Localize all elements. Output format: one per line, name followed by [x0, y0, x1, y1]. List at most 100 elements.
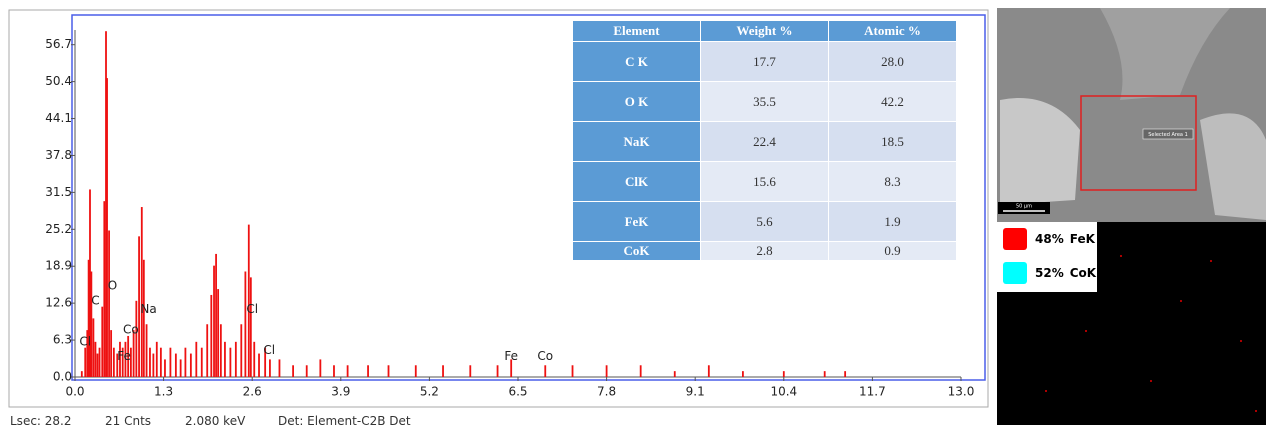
spectrum-bar	[210, 294, 213, 377]
x-tick-label: 3.9	[331, 385, 350, 399]
table-cell: CoK	[572, 241, 701, 261]
table-cell: NaK	[572, 121, 701, 162]
spectrum-bar	[823, 371, 826, 377]
spectrum-bar	[571, 365, 574, 377]
area-label: Selected Area 1	[1148, 132, 1188, 138]
spectrum-bar	[213, 265, 215, 377]
peak-label: Co	[537, 349, 553, 363]
spectrum-bar	[149, 347, 151, 377]
spectrum-bar	[215, 253, 217, 377]
spectrum-bar	[84, 347, 87, 377]
spectrum-bar	[110, 330, 113, 377]
x-tick-label: 13.0	[948, 385, 975, 399]
legend-item: 48% FeK	[997, 222, 1097, 256]
spectrum-bar	[469, 365, 472, 377]
spectrum-bar	[127, 335, 130, 377]
header-cell: Element	[572, 20, 701, 42]
spectrum-bar	[87, 259, 90, 377]
legend-swatch	[1003, 262, 1027, 284]
selected-area	[1080, 95, 1197, 191]
peak-label: Cl	[246, 302, 258, 316]
spectrum-bar	[116, 353, 119, 377]
y-tick-label: 50.4	[45, 74, 72, 88]
spectrum-bar	[164, 359, 166, 377]
spectrum-bar	[224, 341, 226, 377]
spectrum-bar	[346, 365, 349, 377]
spectrum-bar	[387, 365, 390, 377]
x-tick-label: 9.1	[686, 385, 705, 399]
spectrum-bar	[179, 359, 182, 377]
legend-element: FeK	[1069, 232, 1095, 246]
status-text: 2.080 keV	[185, 414, 246, 428]
y-tick-label: 0.0	[53, 370, 72, 384]
spectrum-bar	[105, 31, 107, 377]
scale-bar-label: 50 µm	[1016, 204, 1032, 210]
spectrum-bar	[98, 347, 101, 377]
legend-percent: 52%	[1035, 266, 1064, 280]
sem-texture	[1000, 98, 1080, 205]
table-cell: 5.6	[700, 201, 829, 242]
spectrum-bar	[269, 359, 271, 377]
spectrum-bar	[240, 324, 243, 377]
x-tick-label: 0.0	[65, 385, 84, 399]
legend-swatch	[1003, 228, 1027, 250]
spectrum-bar	[278, 359, 281, 377]
spectrum-bar	[442, 365, 444, 377]
spectrum-bar	[96, 353, 99, 377]
spectrum-bar	[229, 347, 232, 377]
spectrum-bar	[244, 271, 247, 377]
spectrum-bar	[103, 201, 106, 377]
spectrum-bar	[132, 330, 135, 377]
spectrum-bar	[108, 230, 110, 377]
spectrum-bar	[510, 359, 513, 377]
status-text: 21 Cnts	[105, 414, 152, 428]
table-row: CoK 2.8 0.9	[572, 241, 957, 261]
spectrum-bar	[140, 207, 143, 377]
map-dots	[1045, 255, 1257, 412]
spectrum-bar	[80, 371, 83, 377]
table-cell: 22.4	[700, 121, 829, 162]
spectrum-bar	[119, 341, 121, 377]
y-tick-label: 31.5	[45, 185, 72, 199]
y-tick-label: 37.8	[45, 148, 72, 162]
legend-element: CoK	[1069, 266, 1097, 280]
spectrum-bar	[142, 259, 145, 377]
spectrum-bar	[92, 318, 95, 377]
spectrum-bar	[135, 300, 138, 377]
header-cell: Atomic %	[828, 20, 957, 42]
sem-texture	[1200, 113, 1266, 220]
table-row: O K 35.5 42.2	[572, 81, 957, 122]
spectrum-bar	[129, 347, 132, 377]
table-cell: 42.2	[828, 81, 957, 122]
y-tick-label: 44.1	[45, 111, 72, 125]
spectrum-bar	[319, 359, 322, 377]
table-cell: 0.9	[828, 241, 957, 261]
spectrum-bar	[367, 365, 369, 377]
spectrum-bar	[292, 365, 294, 377]
spectrum-bar	[121, 347, 124, 377]
spectrum-bar	[253, 341, 256, 377]
quant-table: Element Weight % Atomic % C K 17.7 28.0 O K 35.…	[572, 20, 957, 261]
spectrum-bar	[94, 341, 97, 377]
peak-label: C	[91, 293, 99, 307]
y-tick-label: 25.2	[45, 222, 72, 236]
spectrum-bar	[673, 371, 676, 377]
peak-label: Na	[140, 302, 156, 316]
spectrum-bar	[844, 371, 847, 377]
y-tick-label: 6.3	[53, 333, 72, 347]
table-cell: 1.9	[828, 201, 957, 242]
spectrum-bar	[89, 189, 91, 377]
spectrum-bar	[264, 347, 267, 377]
peak-label: Cl	[263, 343, 275, 357]
y-tick-label: 18.9	[45, 259, 72, 273]
legend-percent: 48%	[1035, 232, 1064, 246]
x-tick-label: 6.5	[508, 385, 527, 399]
spectrum-bar	[333, 365, 335, 377]
table-cell: 17.7	[700, 41, 829, 82]
peak-label: Fe	[117, 349, 131, 363]
spectrum-bar	[90, 271, 93, 377]
x-tick-label: 10.4	[770, 385, 797, 399]
spectrum-bar	[169, 347, 172, 377]
spectrum-bar	[106, 78, 108, 378]
